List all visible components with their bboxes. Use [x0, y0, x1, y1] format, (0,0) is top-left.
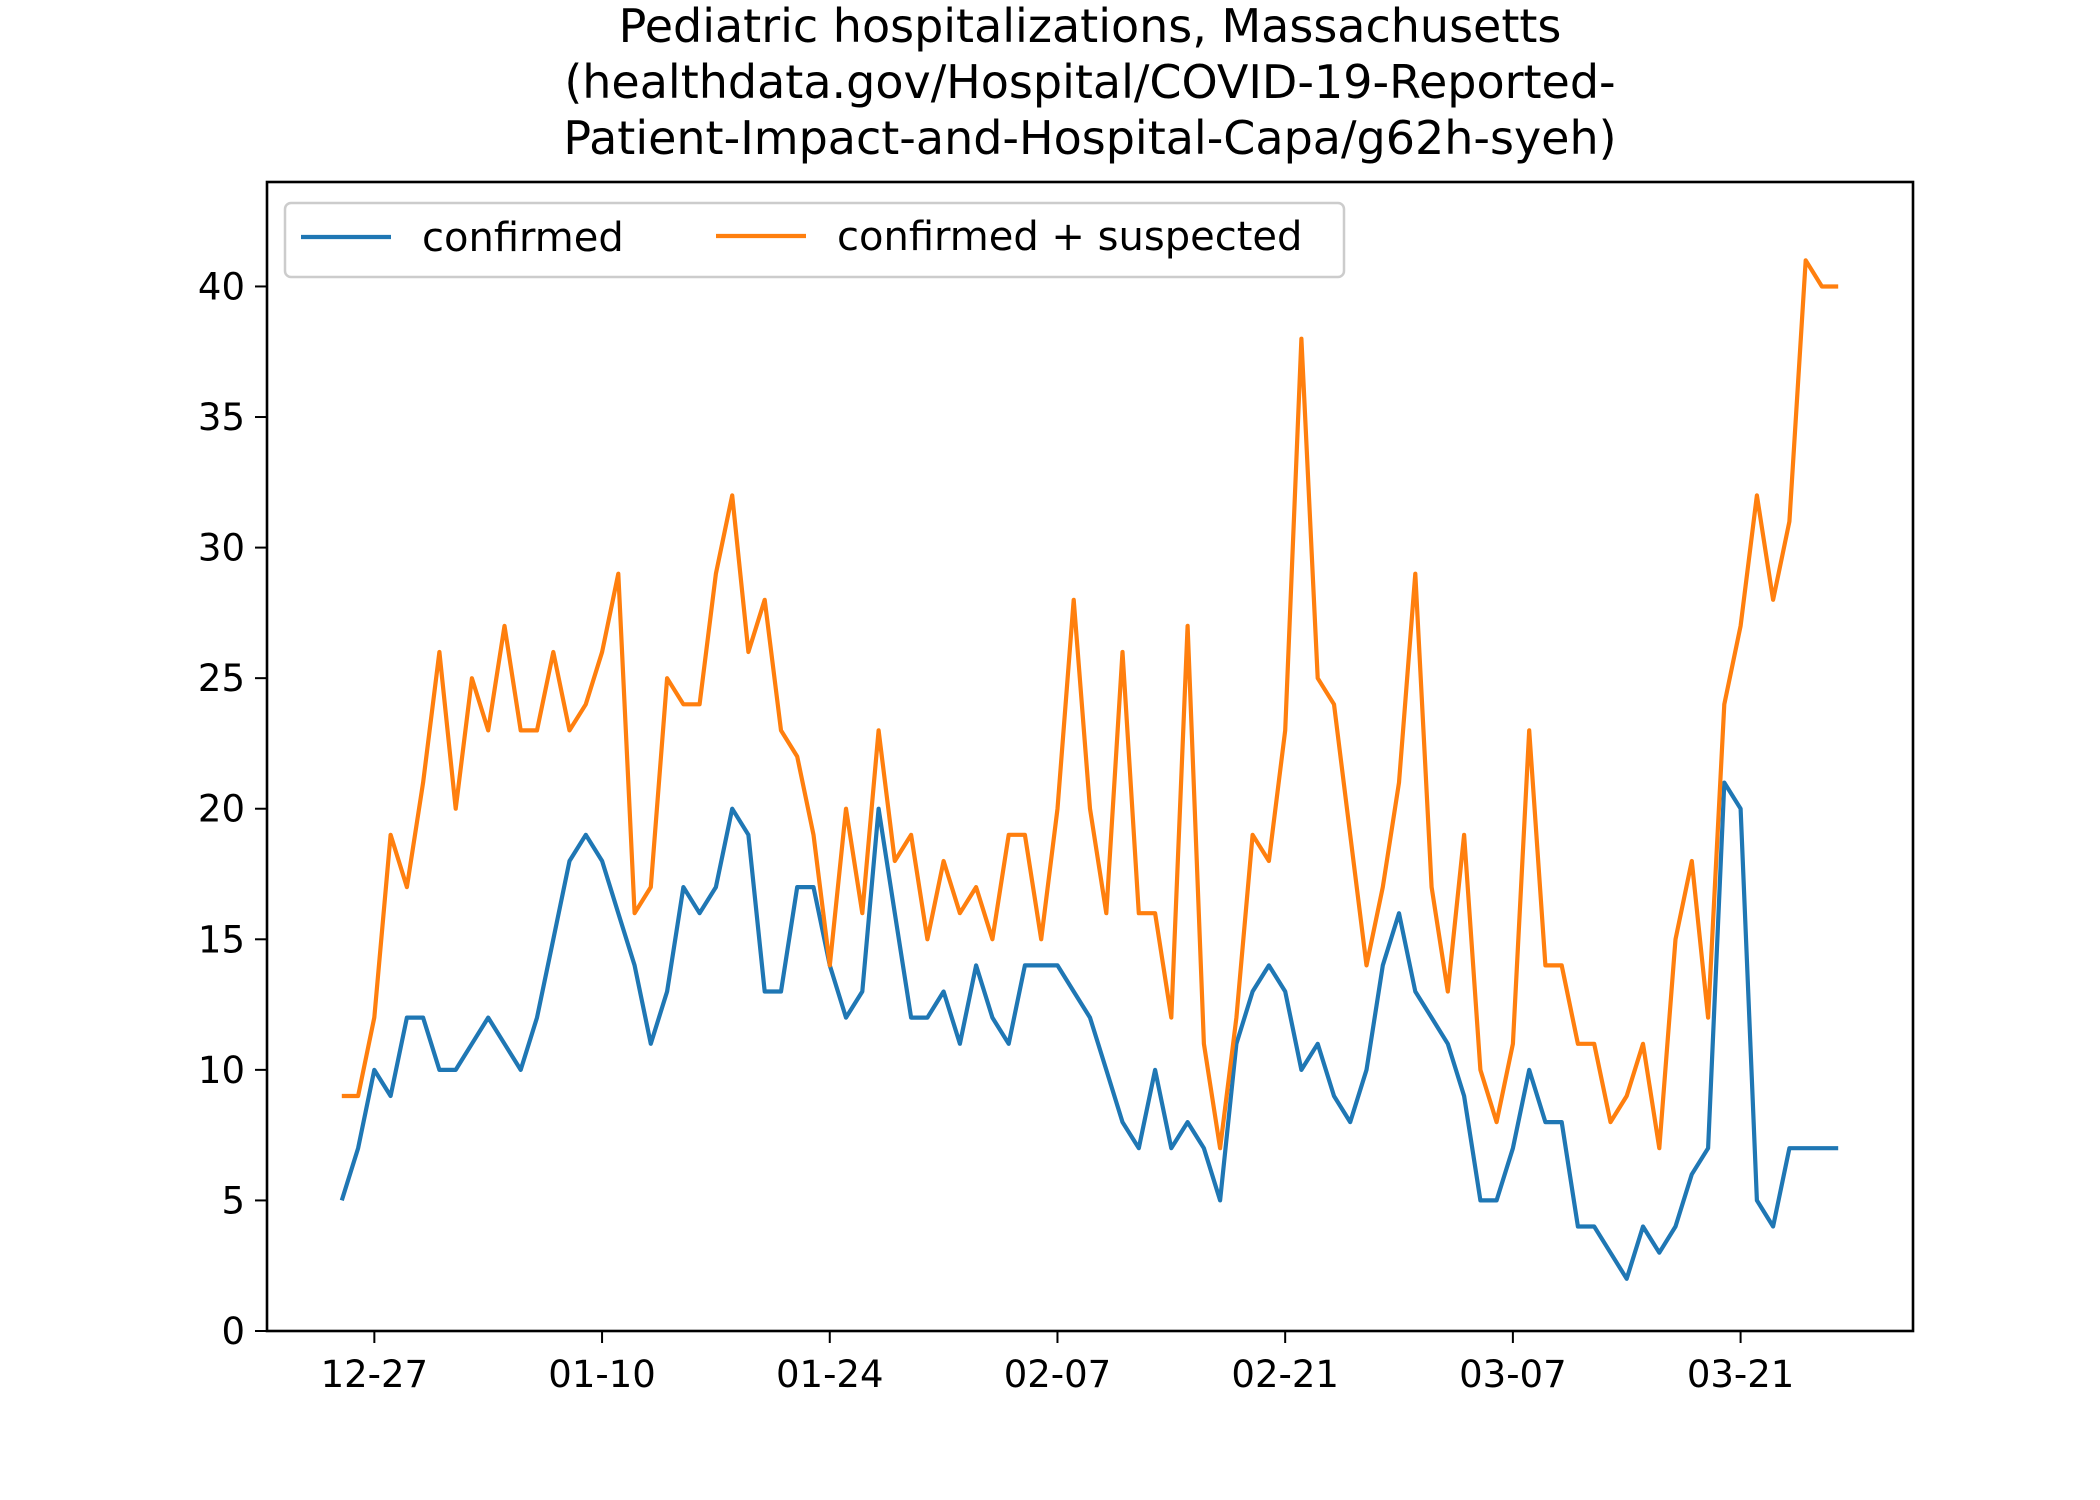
plot-frame [265, 180, 1915, 1333]
y-tick-label-5: 5 [221, 1179, 245, 1222]
chart-title-line-1: Pediatric hospitalizations, Massachusett… [619, 0, 1562, 53]
legend: confirmed confirmed + suspected [283, 201, 1346, 279]
x-tick-label-12-27: 12-27 [321, 1353, 429, 1396]
y-tick-label-40: 40 [198, 265, 245, 308]
series-line-confirmed [339, 780, 1839, 1281]
y-axis: 0 5 10 15 20 25 30 35 40 [198, 265, 267, 1353]
plot-area [265, 180, 1915, 1333]
y-tick-label-25: 25 [198, 657, 245, 700]
chart-title: Pediatric hospitalizations, Massachusett… [563, 0, 1616, 165]
y-tick-label-0: 0 [221, 1310, 245, 1353]
legend-label-confirmed: confirmed [422, 215, 624, 261]
x-tick-label-01-24: 01-24 [776, 1353, 884, 1396]
y-tick-label-20: 20 [198, 788, 245, 831]
series-confirmed-suspected [341, 258, 1839, 1151]
y-tick-label-30: 30 [198, 527, 245, 570]
x-tick-label-02-07: 02-07 [1004, 1353, 1112, 1396]
x-tick-label-03-07: 03-07 [1459, 1353, 1567, 1396]
y-tick-label-35: 35 [198, 396, 245, 439]
legend-frame [283, 201, 1346, 279]
series-layer [339, 258, 1839, 1281]
series-line-confirmed-suspected [341, 258, 1839, 1151]
x-tick-label-02-21: 02-21 [1231, 1353, 1339, 1396]
x-tick-label-01-10: 01-10 [548, 1353, 656, 1396]
y-tick-label-15: 15 [198, 918, 245, 961]
chart-title-line-2: (healthdata.gov/Hospital/COVID-19-Report… [564, 55, 1615, 109]
y-tick-label-10: 10 [198, 1049, 245, 1092]
chart-title-line-3: Patient-Impact-and-Hospital-Capa/g62h-sy… [563, 111, 1616, 165]
legend-label-confirmed-suspected: confirmed + suspected [837, 214, 1302, 260]
x-axis: 12-27 01-10 01-24 02-07 02-21 03-07 03-21 [321, 1331, 1795, 1396]
series-confirmed [339, 780, 1839, 1281]
x-tick-label-03-21: 03-21 [1687, 1353, 1795, 1396]
